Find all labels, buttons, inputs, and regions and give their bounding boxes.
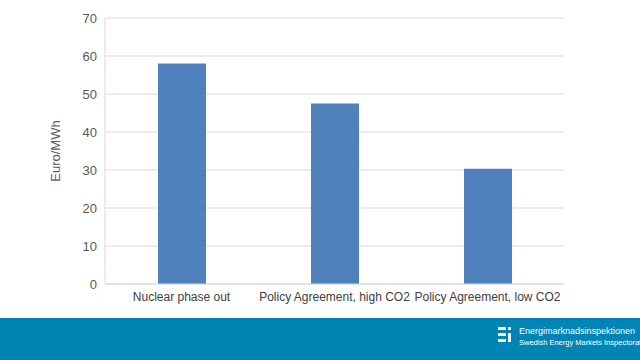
svg-text:30: 30: [83, 163, 97, 178]
svg-text:10: 10: [83, 239, 97, 254]
svg-text:70: 70: [83, 11, 97, 26]
svg-text:Policy Agreement, low CO2: Policy Agreement, low CO2: [414, 290, 560, 304]
svg-text:40: 40: [83, 125, 97, 140]
svg-text:Euro/MWh: Euro/MWh: [48, 120, 63, 181]
svg-text:50: 50: [83, 87, 97, 102]
svg-text:60: 60: [83, 49, 97, 64]
svg-text:Swedish Energy Markets Inspect: Swedish Energy Markets Inspectorate: [519, 338, 632, 347]
svg-text:Nuclear phase out: Nuclear phase out: [133, 290, 231, 304]
svg-text:Policy Agreement, high CO2: Policy Agreement, high CO2: [259, 290, 410, 304]
svg-text:0: 0: [90, 277, 97, 292]
svg-text:Energimarknadsinspektionen: Energimarknadsinspektionen: [519, 326, 632, 336]
svg-text:20: 20: [83, 201, 97, 216]
